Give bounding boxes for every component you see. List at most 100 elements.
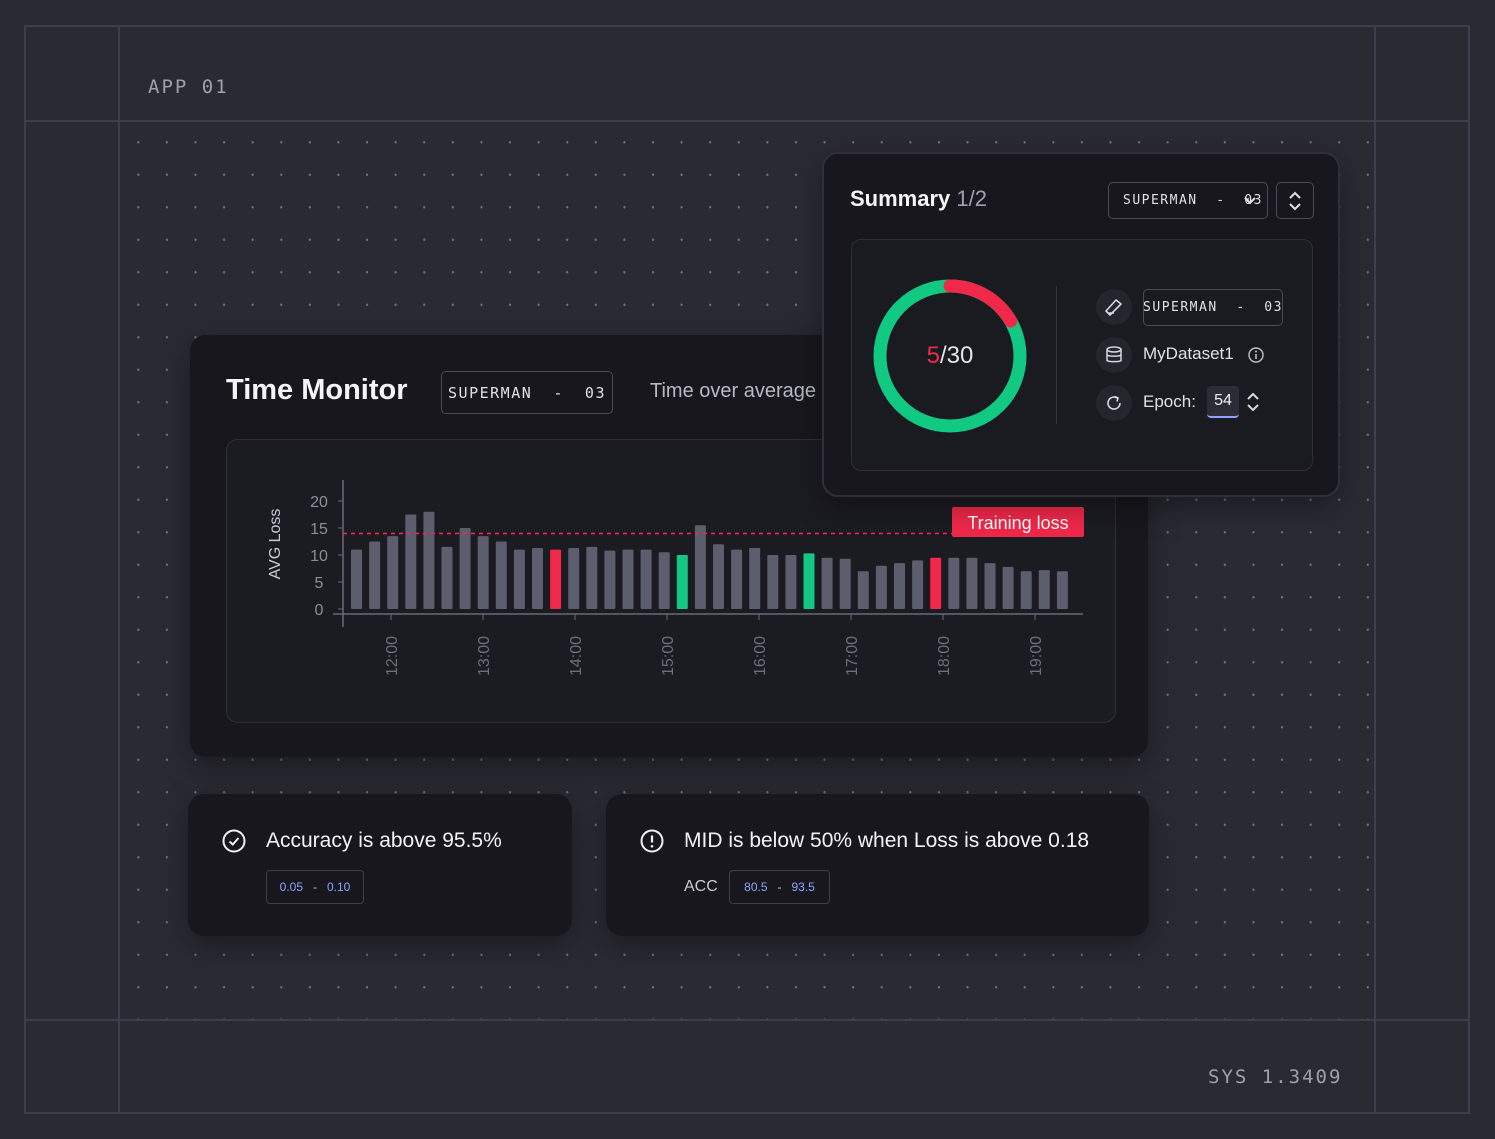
frame-left-gutter [118, 25, 120, 1114]
chart-bar [749, 547, 761, 609]
chevron-down-icon [1244, 197, 1256, 205]
x-tick-label: 12:00 [384, 636, 401, 676]
chart-bar [405, 514, 417, 609]
range-separator: - [313, 880, 317, 894]
frame-left-border [24, 25, 26, 1114]
acc-label: ACC [684, 878, 718, 895]
summary-title-text: Summary [850, 186, 951, 211]
summary-model-select[interactable]: SUPERMAN - 03 [1108, 182, 1268, 219]
epoch-label: Epoch: [1143, 392, 1196, 411]
chart-bar [894, 563, 905, 609]
epoch-input[interactable]: 54 [1207, 386, 1239, 418]
progress-ring-done [873, 279, 1027, 433]
summary-divider [1056, 286, 1057, 424]
alert-circle-icon [640, 829, 664, 853]
eraser-icon [1105, 299, 1122, 316]
chart-bar [441, 546, 453, 609]
chart-bar [1056, 571, 1068, 609]
x-tick-label: 16:00 [752, 636, 769, 676]
alert-card-accuracy: Accuracy is above 95.5% 0.05 - 0.10 [188, 794, 572, 936]
x-tick-label: 17:00 [844, 636, 861, 676]
chart-bar [640, 549, 652, 609]
chart-bar [731, 549, 743, 609]
progress-total: /30 [939, 342, 974, 369]
alert-text: Accuracy is above 95.5% [266, 829, 502, 852]
frame-header-divider [24, 120, 1470, 122]
summary-page-stepper[interactable] [1276, 182, 1314, 219]
chart-bar [984, 563, 996, 609]
chart-bar [1038, 570, 1050, 609]
chart-bar [495, 541, 507, 609]
chart-bar [1020, 571, 1032, 609]
frame-bottom-border [24, 1112, 1470, 1114]
chart-bar [803, 553, 815, 609]
summary-details-panel: 5/30 SUPERMAN - 03 MyDataset1 Epoch: 54 [851, 239, 1313, 471]
chart-bar [785, 555, 797, 609]
up-down-arrows-icon [1289, 191, 1301, 210]
chart-bar [550, 549, 562, 609]
chart-bar [622, 549, 634, 609]
time-monitor-model-badge[interactable]: SUPERMAN - 03 [441, 371, 613, 414]
alert-card-mid: MID is below 50% when Loss is above 0.18… [606, 794, 1149, 936]
chart-bar [387, 536, 399, 609]
frame-top-border [24, 25, 1470, 27]
chart-bar [513, 549, 525, 609]
range-min: 0.05 [279, 880, 303, 894]
x-tick-label: 18:00 [936, 636, 953, 676]
check-circle-icon [222, 829, 246, 853]
chart-bar [930, 557, 942, 609]
time-monitor-subtitle: Time over average [650, 380, 816, 402]
chart-bar [1002, 566, 1014, 609]
app-label: APP 01 [148, 76, 229, 98]
chart-bar [369, 541, 381, 609]
summary-model-badge[interactable]: SUPERMAN - 03 [1143, 289, 1283, 326]
range-max: 93.5 [791, 880, 815, 894]
progress-count: 5/30 [870, 276, 1030, 436]
y-tick-label: 15 [310, 521, 328, 538]
dataset-name: MyDataset1 [1143, 344, 1234, 363]
chart-bar [477, 536, 489, 609]
progress-donut: 5/30 [870, 276, 1030, 436]
chart-bar [568, 547, 580, 609]
chart-bar [604, 550, 616, 609]
summary-page-indicator: 1/2 [956, 186, 987, 211]
refresh-icon [1107, 395, 1121, 410]
chart-svg: AVG Loss 0 5 10 15 20 Training loss 12:00 13:00 1… [267, 480, 1084, 676]
y-tick-label: 10 [310, 548, 328, 565]
time-monitor-title: Time Monitor [226, 374, 408, 406]
range-max: 0.10 [327, 880, 351, 894]
y-axis-label: AVG Loss [267, 509, 284, 580]
chart-bar [948, 557, 960, 609]
dataset-icon-wrap [1096, 337, 1132, 373]
chart-bar [694, 525, 706, 609]
y-tick-label: 5 [315, 575, 324, 592]
chart-bar [821, 557, 833, 609]
x-tick-label: 19:00 [1028, 636, 1045, 676]
x-tick-label: 13:00 [476, 636, 493, 676]
sys-label: SYS 1.3409 [1208, 1066, 1343, 1088]
alert-text: MID is below 50% when Loss is above 0.18 [684, 829, 1090, 852]
frame-right-border [1468, 25, 1470, 1114]
chart-bar [839, 558, 851, 609]
progress-done: 5 [926, 342, 940, 369]
chart-bar [912, 560, 924, 609]
frame-footer-divider [24, 1019, 1470, 1021]
progress-ring [873, 279, 1027, 433]
chart-bar [713, 544, 724, 609]
database-icon [1106, 346, 1122, 363]
x-tick-label: 14:00 [568, 636, 585, 676]
chart-bar [857, 571, 869, 609]
frame-right-gutter [1374, 25, 1376, 1114]
epoch-stepper-icon[interactable] [1245, 390, 1261, 414]
chart-bar [586, 546, 598, 609]
chart-bar [459, 528, 471, 609]
info-icon[interactable] [1247, 346, 1265, 364]
epoch-icon-wrap [1096, 385, 1132, 421]
chart-bar [423, 511, 435, 609]
chart-bar [875, 565, 887, 609]
summary-select-value: SUPERMAN - 03 [1123, 193, 1263, 208]
range-badge[interactable]: 80.5 - 93.5 [729, 870, 830, 904]
chart-bar [532, 547, 543, 609]
threshold-badge [952, 507, 1084, 537]
range-badge[interactable]: 0.05 - 0.10 [266, 870, 364, 904]
